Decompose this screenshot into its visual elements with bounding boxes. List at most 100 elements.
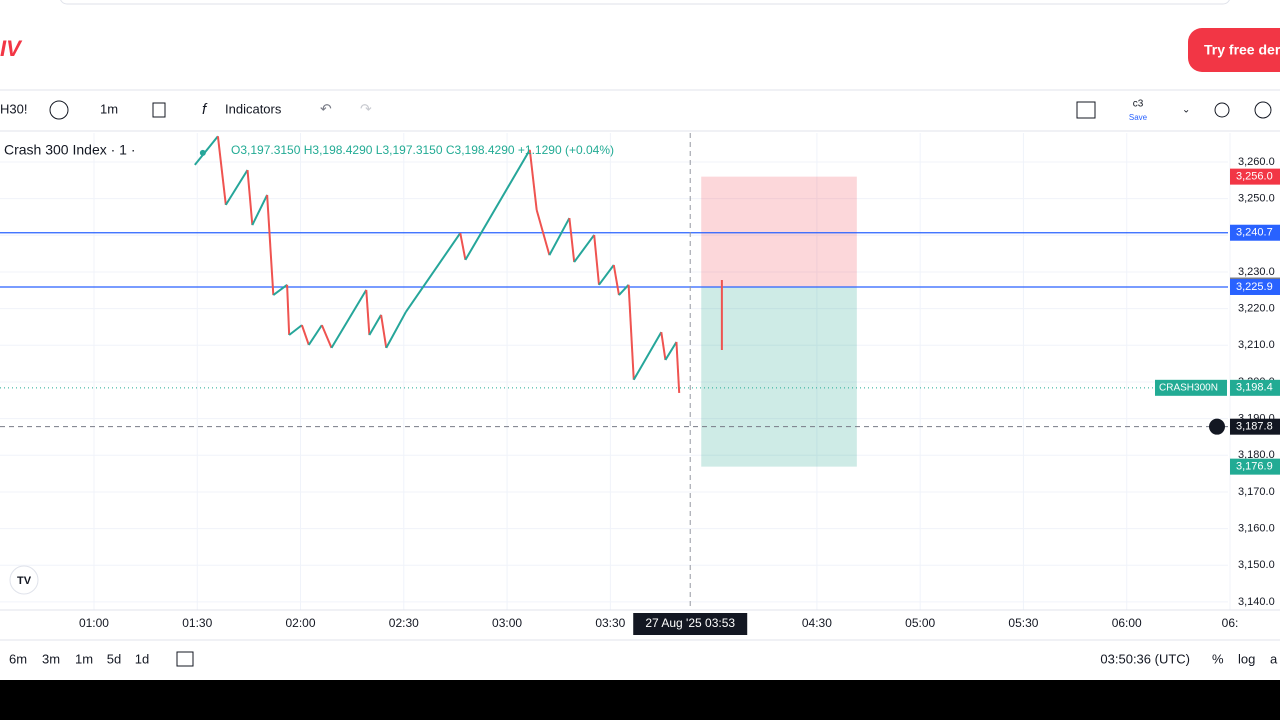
price-segment	[618, 284, 630, 296]
range-button[interactable]: 6m	[9, 651, 27, 666]
clock: 03:50:36 (UTC)	[1100, 651, 1190, 666]
price-segment	[593, 234, 600, 285]
price-segment	[459, 232, 467, 261]
indicators[interactable]: Indicators	[225, 101, 282, 116]
x-tick-label: 02:00	[286, 616, 316, 630]
price-label-bg	[1230, 379, 1280, 396]
log-toggle[interactable]: log	[1238, 651, 1255, 666]
y-tick-label: 3,140.0	[1238, 596, 1275, 608]
y-tick-label: 3,160.0	[1238, 523, 1275, 535]
live-dot	[199, 149, 206, 156]
price-label-bg	[1230, 458, 1280, 475]
price-segment	[385, 311, 407, 349]
chart-type[interactable]	[152, 102, 166, 118]
price-segment	[627, 284, 635, 380]
y-tick-label: 3,250.0	[1238, 193, 1275, 205]
range-button[interactable]: 5d	[107, 651, 121, 666]
symbol[interactable]: H30!	[0, 101, 27, 116]
price-segment	[307, 324, 323, 346]
range-button[interactable]: 1d	[135, 651, 149, 666]
price-label: 3,256.0	[1236, 171, 1273, 183]
price-segment	[405, 232, 462, 313]
undo[interactable]: ↶	[320, 101, 332, 117]
fx-icon[interactable]: f	[202, 101, 208, 118]
save[interactable]: Save	[1129, 113, 1148, 122]
x-tick-label: 05:00	[905, 616, 935, 630]
interval[interactable]: 1m	[100, 101, 118, 116]
x-tick-label: 01:30	[182, 616, 212, 630]
price-segment	[251, 194, 269, 226]
price-segment	[548, 217, 571, 256]
price-label: 3,240.7	[1236, 227, 1273, 239]
price-segment	[272, 283, 288, 296]
price-label: 3,176.9	[1236, 461, 1273, 473]
settings-icon[interactable]	[1254, 101, 1272, 119]
x-tick-label: 06:	[1222, 616, 1239, 630]
price-segment	[675, 341, 681, 394]
logo: IV	[0, 36, 23, 61]
search-bar[interactable]	[60, 0, 1230, 5]
price-segment	[330, 289, 368, 349]
price-label-bg	[1230, 278, 1280, 295]
x-tick-label: 01:00	[79, 616, 109, 630]
price-segment	[194, 135, 219, 166]
price-segment	[632, 331, 663, 381]
black-bar	[0, 680, 1280, 720]
layout-name[interactable]: c3	[1133, 99, 1144, 110]
stop-zone	[701, 176, 857, 287]
y-tick-label: 3,230.0	[1238, 266, 1275, 278]
tv-badge[interactable]	[9, 565, 39, 595]
range-button[interactable]: 1m	[75, 651, 93, 666]
tv-badge-text: TV	[17, 575, 32, 587]
percent-toggle[interactable]: %	[1212, 651, 1224, 666]
price-segment	[286, 284, 291, 336]
symbol-tag-bg	[1155, 379, 1227, 396]
redo[interactable]: ↷	[360, 101, 372, 117]
price-segment	[664, 341, 678, 361]
cta-button[interactable]	[1188, 28, 1280, 72]
x-tick-label: 06:00	[1112, 616, 1142, 630]
range-button[interactable]: 3m	[42, 651, 60, 666]
plot: 01:00 01:30 02:00 02:30 03:00 03:30 04:30 05:00…	[0, 133, 1280, 635]
price-segment	[380, 314, 388, 349]
x-tick-label: 02:30	[389, 616, 419, 630]
time-label: 27 Aug '25 03:53	[645, 616, 735, 630]
price-segment	[660, 331, 667, 361]
target-zone	[701, 286, 857, 467]
price-label-bg	[1230, 224, 1280, 241]
legend-ohlc: O3,197.3150 H3,198.4290 L3,197.3150 C3,1…	[231, 143, 614, 157]
dropdown[interactable]: ⌄	[1182, 105, 1190, 116]
y-tick-label: 3,260.0	[1238, 156, 1275, 168]
y-tick-label: 3,170.0	[1238, 486, 1275, 498]
price-segment	[216, 136, 227, 205]
price-segment	[300, 324, 310, 346]
price-label: 3,187.8	[1236, 421, 1273, 433]
legend-symbol: Crash 300 Index · 1 ·	[4, 142, 136, 158]
auto-toggle[interactable]: a	[1270, 651, 1278, 666]
add-alert[interactable]	[1209, 418, 1225, 435]
price-segment	[365, 289, 371, 336]
x-tick-label: 03:30	[595, 616, 625, 630]
price-label: 3,225.9	[1236, 281, 1273, 293]
x-tick-label: 04:30	[802, 616, 832, 630]
price-label-bg	[1230, 168, 1280, 185]
price-segment	[368, 314, 382, 336]
price-segment	[246, 169, 254, 226]
price-segment	[612, 264, 620, 296]
price-segment	[568, 217, 576, 263]
price-label: 3,198.4	[1236, 382, 1273, 394]
add-symbol[interactable]	[49, 100, 69, 120]
y-tick-label: 3,150.0	[1238, 559, 1275, 571]
price-segment	[288, 324, 303, 336]
alert-icon[interactable]	[1214, 102, 1230, 118]
bottom-bar: 6m 3m 1m 5d 1d 03:50:36 (UTC)% log a	[9, 651, 1278, 667]
y-tick-label: 3,210.0	[1238, 339, 1275, 351]
y-tick-label: 3,220.0	[1238, 303, 1275, 315]
price-segment	[573, 234, 595, 263]
date-range-icon[interactable]	[176, 651, 194, 667]
layout-icon[interactable]	[1076, 101, 1096, 119]
price-segment	[224, 169, 249, 206]
cta-text[interactable]: Try free der	[1204, 42, 1280, 58]
